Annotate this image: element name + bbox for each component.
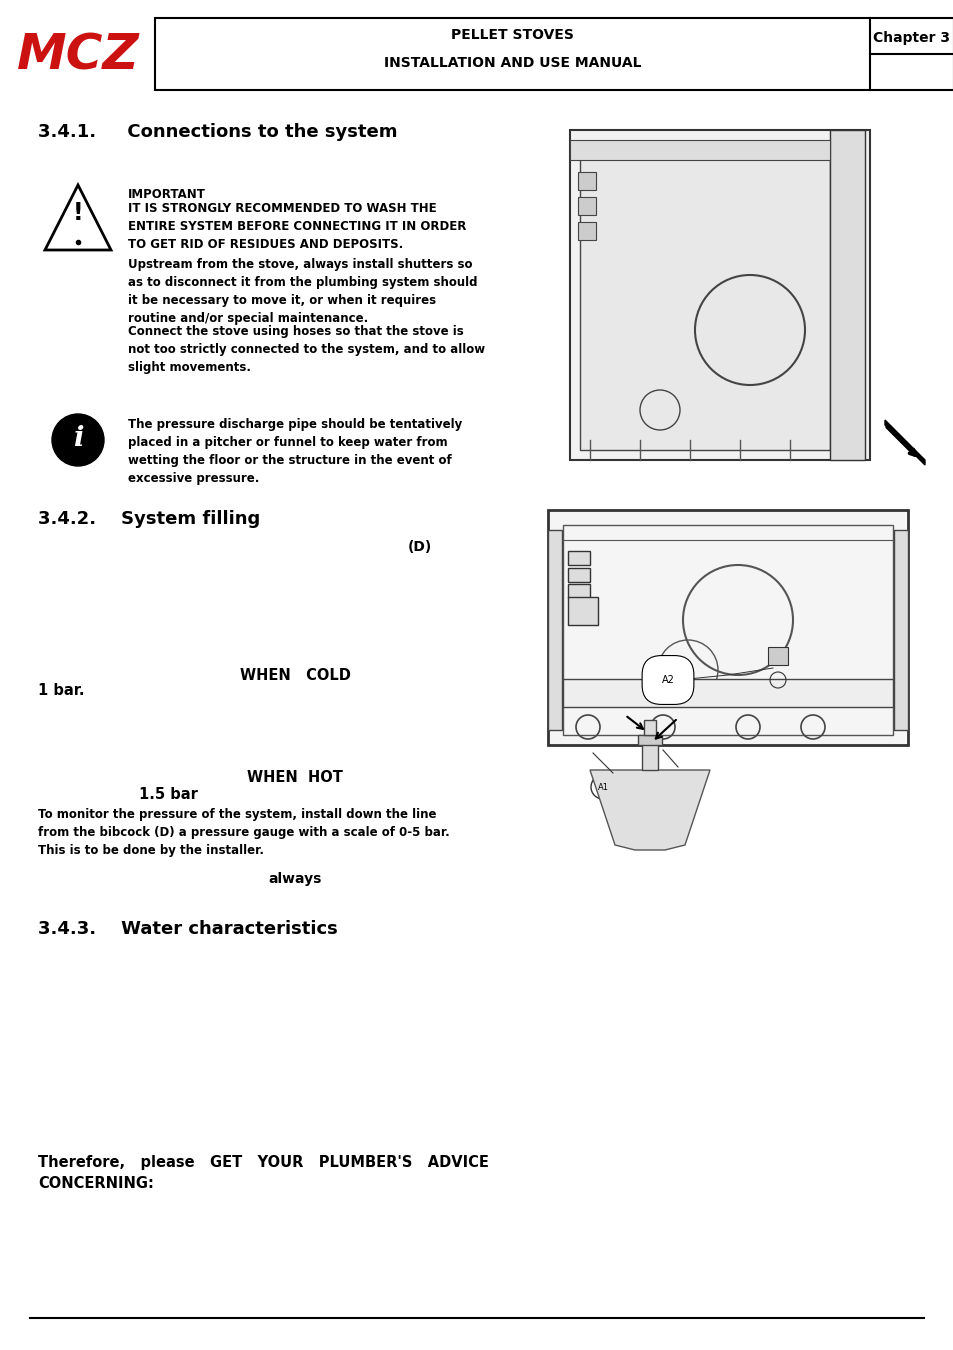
Bar — [547, 510, 907, 745]
Bar — [547, 531, 561, 730]
Polygon shape — [45, 185, 111, 250]
Bar — [643, 720, 656, 734]
Bar — [567, 551, 589, 566]
Text: 1.5 bar: 1.5 bar — [138, 787, 197, 802]
Text: PELLET STOVES: PELLET STOVES — [451, 28, 574, 42]
Bar — [562, 525, 892, 734]
Bar — [578, 171, 596, 190]
Text: WHEN   COLD: WHEN COLD — [239, 668, 350, 683]
Bar — [567, 585, 589, 598]
Bar — [154, 18, 953, 90]
Text: 3.4.2.    System filling: 3.4.2. System filling — [38, 510, 260, 528]
Circle shape — [52, 414, 104, 466]
Bar — [547, 120, 907, 481]
Text: Upstream from the stove, always install shutters so
as to disconnect it from the: Upstream from the stove, always install … — [128, 258, 477, 325]
Bar — [569, 130, 869, 460]
Text: IT IS STRONGLY RECOMMENDED TO WASH THE
ENTIRE SYSTEM BEFORE CONNECTING IT IN ORD: IT IS STRONGLY RECOMMENDED TO WASH THE E… — [128, 202, 466, 251]
Bar — [893, 531, 907, 730]
Bar — [578, 197, 596, 215]
Bar — [567, 568, 589, 582]
Text: 1 bar.: 1 bar. — [38, 683, 85, 698]
Text: To monitor the pressure of the system, install down the line
from the bibcock (D: To monitor the pressure of the system, i… — [38, 809, 449, 857]
Bar — [569, 140, 829, 161]
Text: A1: A1 — [597, 783, 608, 791]
Bar — [579, 150, 829, 450]
Text: i: i — [72, 425, 83, 452]
Bar — [578, 221, 596, 240]
Bar — [767, 647, 787, 666]
Polygon shape — [884, 420, 924, 464]
Bar — [641, 740, 658, 770]
Text: Connect the stove using hoses so that the stove is
not too strictly connected to: Connect the stove using hoses so that th… — [128, 325, 485, 374]
Text: Chapter 3: Chapter 3 — [873, 31, 949, 45]
Bar — [829, 130, 864, 460]
Text: !: ! — [72, 201, 83, 224]
Text: A2: A2 — [660, 675, 674, 684]
Text: The pressure discharge pipe should be tentatively
placed in a pitcher or funnel : The pressure discharge pipe should be te… — [128, 418, 462, 485]
Text: IMPORTANT: IMPORTANT — [128, 188, 206, 201]
Text: Therefore,   please   GET   YOUR   PLUMBER'S   ADVICE
CONCERNING:: Therefore, please GET YOUR PLUMBER'S ADV… — [38, 1156, 488, 1191]
Bar — [567, 597, 598, 625]
Text: 3.4.1.     Connections to the system: 3.4.1. Connections to the system — [38, 123, 397, 140]
Polygon shape — [589, 769, 709, 850]
Bar — [638, 734, 661, 745]
Text: INSTALLATION AND USE MANUAL: INSTALLATION AND USE MANUAL — [383, 55, 640, 70]
Text: WHEN  HOT: WHEN HOT — [247, 769, 342, 784]
Text: MCZ: MCZ — [16, 32, 139, 80]
Text: (D): (D) — [408, 540, 432, 553]
Text: always: always — [268, 872, 321, 886]
Text: 3.4.3.    Water characteristics: 3.4.3. Water characteristics — [38, 919, 337, 938]
Bar — [562, 679, 892, 707]
